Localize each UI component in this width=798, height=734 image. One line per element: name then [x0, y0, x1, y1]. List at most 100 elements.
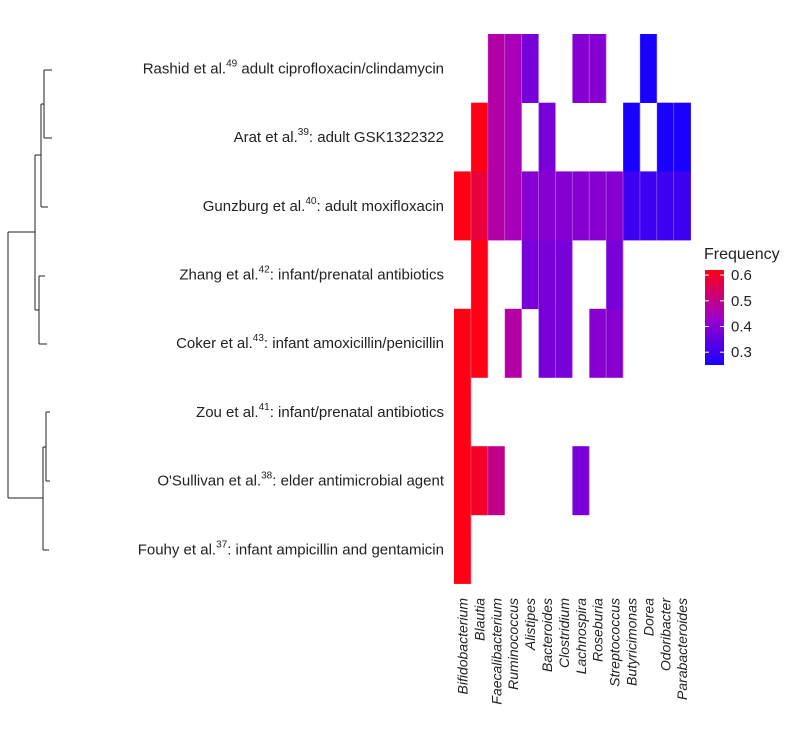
row-label: Rashid et al.49 adult ciprofloxacin/clin… — [143, 58, 444, 77]
row-label-author: Gunzburg et al. — [203, 198, 306, 215]
row-label-author: Rashid et al. — [143, 60, 226, 77]
row-label-reference: 37 — [216, 539, 228, 550]
heatmap-cell — [656, 171, 674, 241]
heatmap-cell — [639, 34, 658, 103]
heatmap-cell — [487, 446, 505, 516]
legend-colorbar — [705, 270, 724, 365]
row-labels: Rashid et al.49 adult ciprofloxacin/clin… — [138, 58, 445, 558]
row-label-description: adult ciprofloxacin/clindamycin — [237, 60, 444, 77]
row-label-description: : infant/prenatal antibiotics — [270, 267, 444, 284]
legend-tick-label: 0.5 — [731, 293, 752, 310]
heatmap-cell — [606, 171, 624, 241]
heatmap-cell — [521, 240, 539, 310]
heatmap-cell — [589, 308, 607, 378]
row-label: Gunzburg et al.40: adult moxifloxacin — [203, 196, 444, 215]
heatmap-cell — [606, 240, 624, 310]
heatmap-cell — [504, 171, 522, 241]
heatmap-cell — [487, 34, 505, 103]
heatmap-cell — [572, 446, 590, 516]
heatmap-cell — [572, 171, 590, 241]
row-label-description: : elder antimicrobial agent — [272, 473, 445, 490]
heatmap-cell — [623, 171, 641, 241]
row-label-author: Fouhy et al. — [138, 541, 216, 558]
column-label: Odoribacter — [657, 597, 673, 671]
heatmap-cell — [521, 34, 539, 103]
row-label-reference: 42 — [259, 265, 271, 276]
row-label-description: : adult GSK1322322 — [309, 129, 444, 146]
legend-tick-label: 0.4 — [731, 319, 752, 336]
column-label: Lachnospira — [573, 598, 589, 674]
row-label: O'Sullivan et al.38: elder antimicrobial… — [157, 471, 444, 490]
heatmap-cell — [487, 171, 505, 241]
column-label: Roseburia — [590, 598, 606, 662]
heatmap-cell — [572, 34, 590, 103]
heatmap-cell — [623, 102, 641, 172]
heatmap-cell — [470, 102, 489, 172]
legend-ticks: 0.6 0.5 0.4 0.3 — [705, 267, 752, 361]
heatmap-cell — [538, 240, 556, 310]
row-label-description: : adult moxifloxacin — [316, 198, 444, 215]
heatmap-cell — [673, 102, 691, 172]
heatmap-cell — [470, 171, 489, 241]
heatmap-cell — [538, 171, 556, 241]
row-label-description: : infant ampicillin and gentamicin — [227, 541, 444, 558]
legend-tick-label: 0.6 — [731, 267, 752, 284]
heatmap-cell — [454, 514, 472, 584]
heatmap-cell — [504, 34, 522, 103]
column-label: Bifidobacterium — [454, 598, 470, 695]
heatmap-cells — [454, 34, 691, 584]
legend: Frequency 0.6 0.5 0.4 0.3 — [704, 246, 780, 365]
column-label: Faecalibacterium — [488, 598, 504, 705]
row-label-reference: 40 — [305, 196, 317, 207]
column-label: Clostridium — [556, 598, 572, 668]
row-label-author: O'Sullivan et al. — [157, 473, 261, 490]
row-label: Arat et al.39: adult GSK1322322 — [234, 127, 444, 146]
heatmap-cell — [555, 171, 573, 241]
column-label: Parabacteroides — [674, 598, 690, 700]
heatmap-cell — [538, 102, 556, 172]
heatmap-cell — [589, 171, 607, 241]
heatmap-cell — [555, 240, 573, 310]
heatmap-cell — [656, 102, 674, 172]
heatmap-cell — [487, 102, 505, 172]
row-label: Zou et al.41: infant/prenatal antibiotic… — [196, 402, 444, 421]
heatmap-cell — [454, 377, 472, 447]
heatmap-cell — [504, 102, 522, 172]
legend-tick-label: 0.3 — [731, 344, 752, 361]
heatmap-cell — [538, 308, 556, 378]
heatmap-cell — [470, 240, 489, 310]
legend-title: Frequency — [704, 246, 780, 263]
row-label-author: Coker et al. — [176, 335, 253, 352]
row-label-description: : infant amoxicillin/penicillin — [264, 335, 444, 352]
heatmap-cell — [504, 308, 522, 378]
column-label: Butyricimonas — [624, 598, 640, 686]
row-label: Coker et al.43: infant amoxicillin/penic… — [176, 333, 444, 352]
heatmap-cell — [521, 171, 539, 241]
row-label: Zhang et al.42: infant/prenatal antibiot… — [179, 265, 444, 284]
row-label-reference: 39 — [298, 127, 310, 138]
column-label: Dorea — [640, 598, 656, 636]
heatmap-cell — [589, 34, 607, 103]
row-label-author: Zou et al. — [196, 404, 259, 421]
heatmap-cell — [673, 171, 691, 241]
heatmap-cell — [639, 171, 658, 241]
heatmap-cell — [454, 171, 472, 241]
column-label: Ruminococcus — [505, 598, 521, 690]
column-labels: Bifidobacterium Blautia Faecalibacterium Ru… — [454, 597, 690, 705]
heatmap-cell — [454, 446, 472, 516]
heatmap-cell — [470, 446, 489, 516]
row-dendrogram — [7, 69, 52, 551]
row-label: Fouhy et al.37: infant ampicillin and ge… — [138, 539, 444, 558]
heatmap-cell — [555, 308, 573, 378]
row-label-reference: 49 — [226, 58, 238, 69]
column-label: Streptococcus — [607, 598, 623, 687]
row-label-reference: 43 — [253, 333, 265, 344]
column-label: Alistipes — [522, 598, 538, 651]
row-label-reference: 41 — [259, 402, 271, 413]
row-label-author: Zhang et al. — [179, 267, 258, 284]
column-label: Bacteroides — [539, 598, 555, 672]
column-label: Blautia — [471, 598, 487, 641]
row-label-reference: 38 — [261, 471, 273, 482]
row-label-description: : infant/prenatal antibiotics — [270, 404, 444, 421]
